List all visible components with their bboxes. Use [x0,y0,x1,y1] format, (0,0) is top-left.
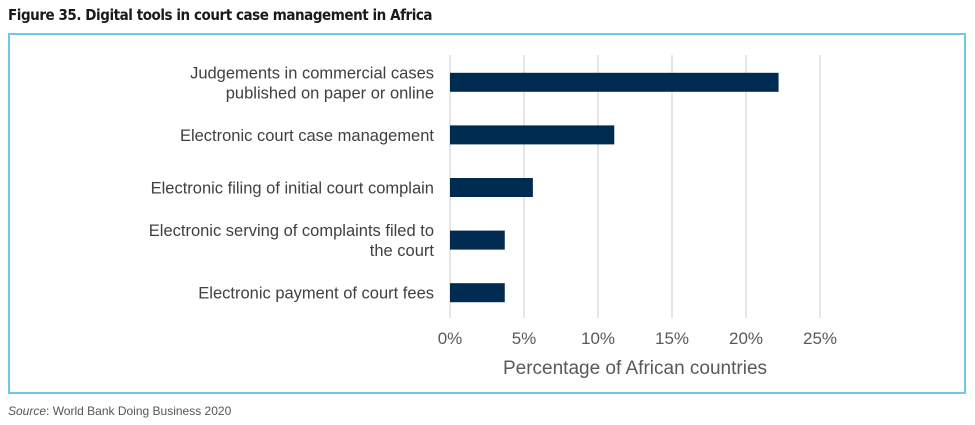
category-label: Electronic filing of initial court compl… [151,180,434,198]
category-label: Electronic serving of complaints filed t… [149,222,434,240]
bar [450,72,779,92]
x-tick-label: 25% [803,329,837,348]
x-axis-title: Percentage of African countries [503,358,767,379]
x-tick-label: 0% [438,329,463,348]
category-label: Electronic payment of court fees [198,285,434,303]
x-tick-label: 5% [512,329,537,348]
bar [450,230,505,250]
category-label: the court [370,242,435,260]
x-tick-label: 20% [729,329,763,348]
source-note: Source: World Bank Doing Business 2020 [8,404,231,418]
x-tick-label: 10% [581,329,615,348]
source-label: Source [8,404,47,418]
figure-title: Figure 35. Digital tools in court case m… [8,6,433,24]
bar [450,283,505,303]
bar [450,125,615,145]
category-label: Electronic court case management [180,127,434,145]
source-text: : World Bank Doing Business 2020 [46,404,232,418]
category-label: published on paper or online [226,84,434,102]
x-tick-label: 15% [655,329,689,348]
bar [450,178,533,197]
chart-frame [8,33,966,394]
category-label: Judgements in commercial cases [190,64,434,82]
